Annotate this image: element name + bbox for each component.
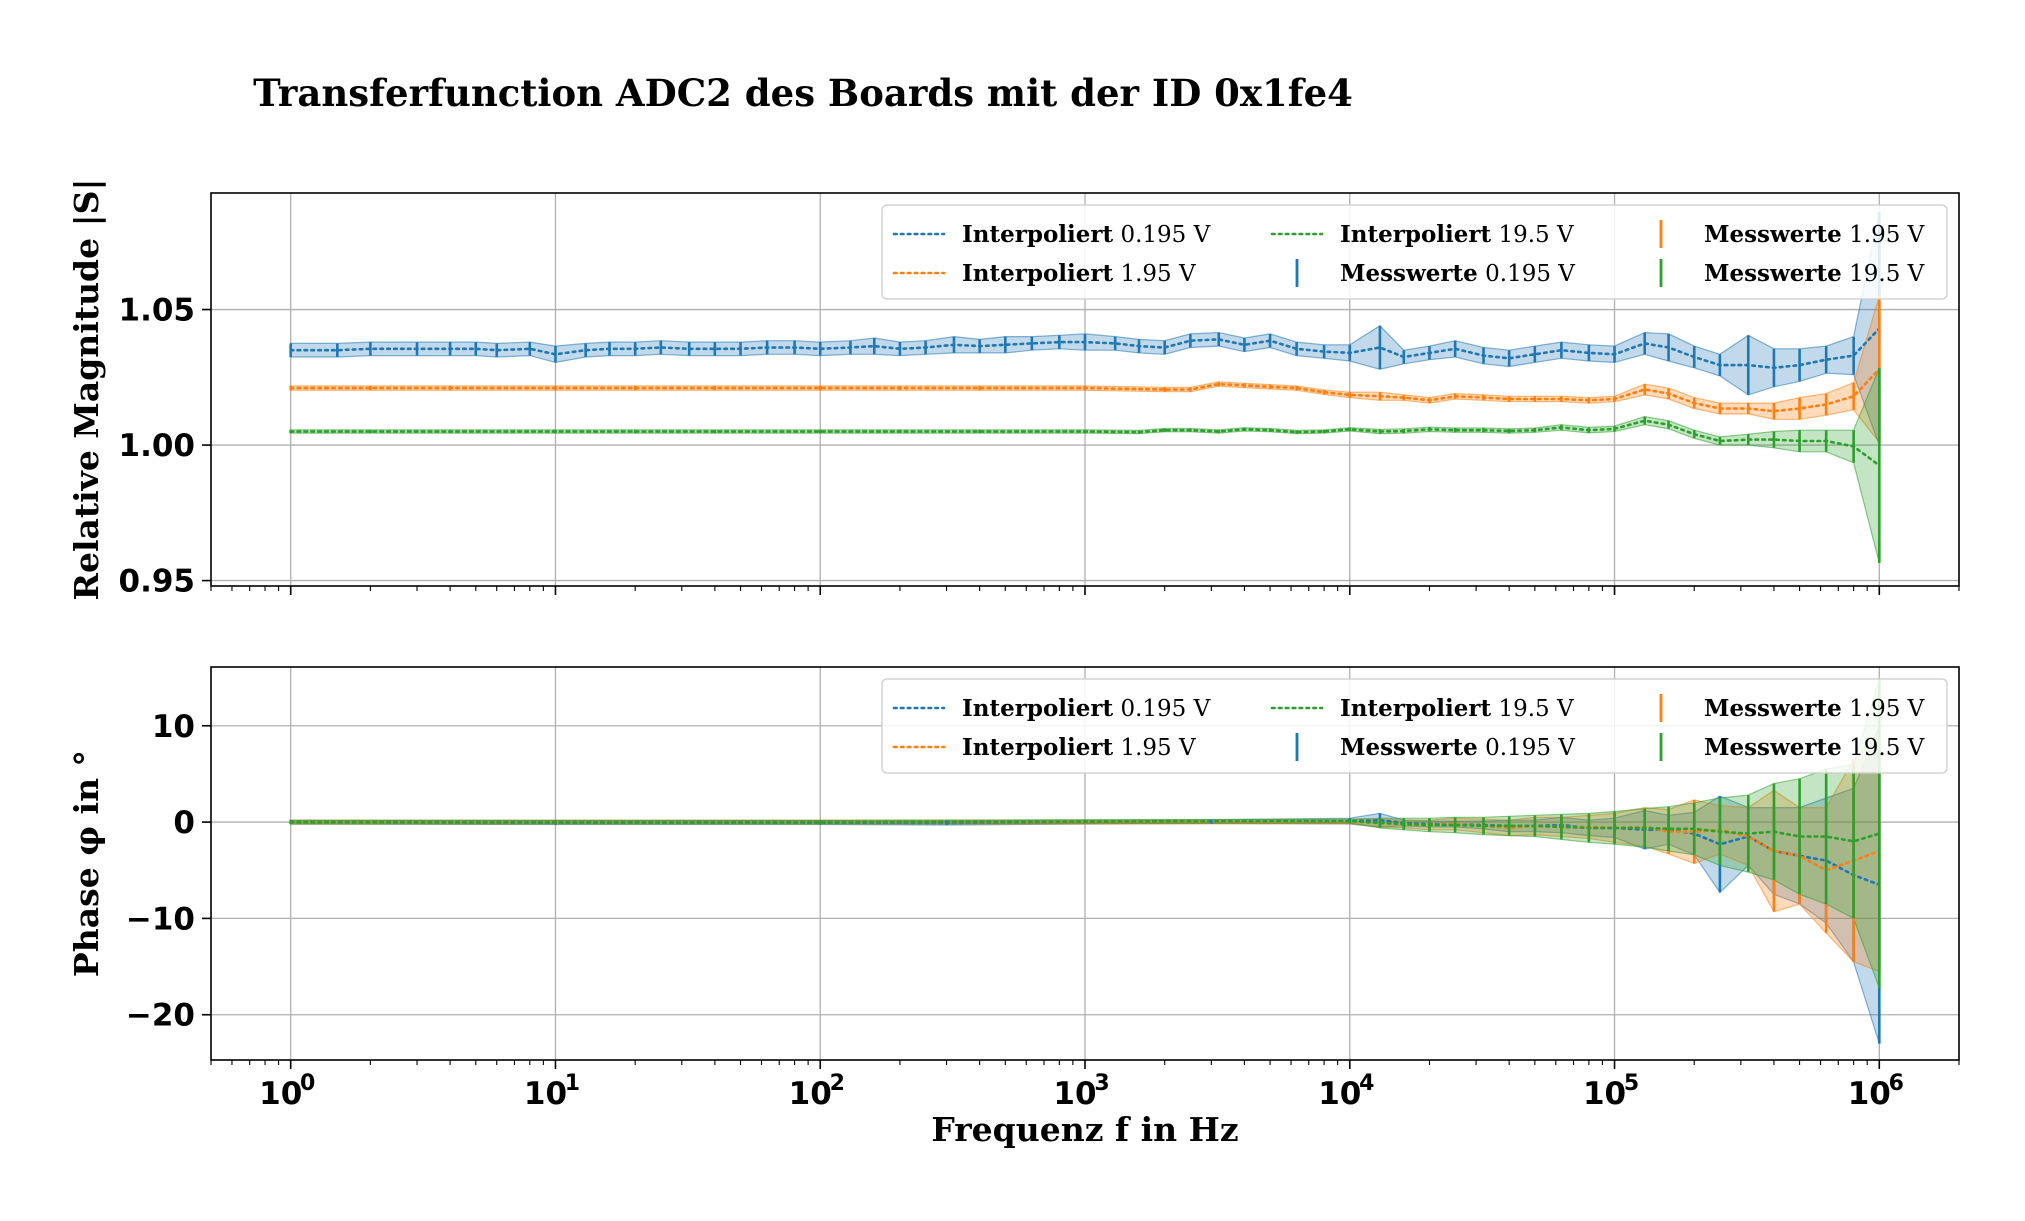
y-tick-label: 0 <box>173 805 195 841</box>
y-axis-label: Relative Magnitude |S| <box>67 179 106 601</box>
legend-label: Messwerte 0.195 V <box>1340 734 1575 761</box>
x-tick-label: 10 <box>789 1076 832 1112</box>
legend-label-prefix: Interpoliert <box>1340 221 1492 248</box>
legend-label-suffix: 1.95 V <box>1113 735 1196 761</box>
legend-label-prefix: Messwerte <box>1704 734 1842 761</box>
x-ticks <box>210 586 1960 595</box>
legend-item: Messwerte 0.195 V <box>1295 733 1575 761</box>
legend-item: Interpoliert 0.195 V <box>892 695 1211 722</box>
legend-label-prefix: Interpoliert <box>962 260 1114 287</box>
figure-title: Transferfunction ADC2 des Boards mit der… <box>253 71 1353 115</box>
x-tick-exponent: 5 <box>1624 1071 1639 1096</box>
y-ticks: −20 −10 0 10 <box>126 709 211 1034</box>
x-tick-label: 10 <box>1583 1076 1626 1112</box>
legend-label-prefix: Interpoliert <box>1340 695 1492 722</box>
series-group <box>289 679 1881 1044</box>
legend-item: Interpoliert 1.95 V <box>892 260 1196 287</box>
legend-box <box>881 678 1948 774</box>
legend-label-suffix: 19.5 V <box>1842 735 1925 761</box>
legend-label-suffix: 0.195 V <box>1478 735 1575 761</box>
y-ticks: 0.95 1.00 1.05 <box>119 293 211 600</box>
legend-label: Messwerte 0.195 V <box>1340 260 1575 287</box>
legend-item: Messwerte 0.195 V <box>1295 259 1575 287</box>
legend-box <box>881 204 1948 300</box>
x-axis-label: Frequenz f in Hz <box>931 1110 1238 1149</box>
legend-label-prefix: Interpoliert <box>962 695 1114 722</box>
legend-item: Interpoliert 1.95 V <box>892 734 1196 761</box>
y-tick-label: 1.00 <box>119 428 196 464</box>
legend-label-prefix: Interpoliert <box>962 734 1114 761</box>
legend-label-prefix: Messwerte <box>1340 734 1478 761</box>
legend-label: Messwerte 1.95 V <box>1704 695 1925 722</box>
legend-item: Interpoliert 0.195 V <box>892 221 1211 248</box>
y-tick-label: 0.95 <box>119 564 196 600</box>
legend-item: Interpoliert 19.5 V <box>1270 221 1574 248</box>
magnitude-panel: 0.95 1.00 1.05 Relative Magnitude |S| Interp… <box>67 179 1960 601</box>
x-tick-exponent: 6 <box>1889 1071 1904 1096</box>
legend-item: Messwerte 19.5 V <box>1659 733 1925 761</box>
legend-label-suffix: 19.5 V <box>1842 261 1925 287</box>
legend-label: Messwerte 1.95 V <box>1704 221 1925 248</box>
legend-item: Messwerte 1.95 V <box>1659 694 1925 722</box>
x-tick-exponent: 4 <box>1359 1071 1374 1096</box>
x-tick-exponent: 2 <box>830 1071 845 1096</box>
legend-label: Interpoliert 0.195 V <box>962 221 1211 248</box>
x-tick-label: 10 <box>1318 1076 1361 1112</box>
x-tick-label: 10 <box>259 1076 302 1112</box>
y-tick-label: −20 <box>126 998 195 1034</box>
x-tick-exponent: 3 <box>1094 1071 1109 1096</box>
legend-label-suffix: 1.95 V <box>1842 222 1925 248</box>
x-tick-label: 10 <box>524 1076 567 1112</box>
x-tick-label: 10 <box>1848 1076 1891 1112</box>
legend-label-prefix: Messwerte <box>1340 260 1478 287</box>
y-axis-label: Phase φ in ° <box>67 750 106 977</box>
series-group <box>289 211 1881 564</box>
legend-label-suffix: 0.195 V <box>1113 222 1210 248</box>
legend-label-prefix: Messwerte <box>1704 695 1842 722</box>
legend-label: Interpoliert 1.95 V <box>962 734 1196 761</box>
legend-label-prefix: Messwerte <box>1704 221 1842 248</box>
legend-label: Interpoliert 1.95 V <box>962 260 1196 287</box>
y-tick-label: −10 <box>126 901 195 937</box>
legend-label: Messwerte 19.5 V <box>1704 260 1925 287</box>
legend-label-suffix: 19.5 V <box>1491 222 1574 248</box>
x-tick-exponent: 1 <box>565 1071 580 1096</box>
y-tick-label: 1.05 <box>119 293 196 329</box>
interpolated-line <box>289 367 1881 413</box>
legend-item: Messwerte 1.95 V <box>1659 220 1925 248</box>
x-tick-exponent: 0 <box>300 1071 315 1096</box>
legend-label-suffix: 0.195 V <box>1478 261 1575 287</box>
legend-label: Interpoliert 19.5 V <box>1340 695 1574 722</box>
legend-item: Messwerte 19.5 V <box>1659 259 1925 287</box>
legend-label-suffix: 1.95 V <box>1113 261 1196 287</box>
legend-label-suffix: 1.95 V <box>1842 696 1925 722</box>
legend-label: Messwerte 19.5 V <box>1704 734 1925 761</box>
legend-label-prefix: Messwerte <box>1704 260 1842 287</box>
legend-label-prefix: Interpoliert <box>962 221 1114 248</box>
x-tick-label: 10 <box>1053 1076 1096 1112</box>
legend-label: Interpoliert 0.195 V <box>962 695 1211 722</box>
interpolated-line <box>289 327 1881 370</box>
legend-label-suffix: 0.195 V <box>1113 696 1210 722</box>
legend-item: Interpoliert 19.5 V <box>1270 695 1574 722</box>
legend-label-suffix: 19.5 V <box>1491 696 1574 722</box>
y-tick-label: 10 <box>152 709 195 745</box>
x-ticks: 100 101 102 103 104 105 106 <box>210 1060 1960 1112</box>
legend-label: Interpoliert 19.5 V <box>1340 221 1574 248</box>
